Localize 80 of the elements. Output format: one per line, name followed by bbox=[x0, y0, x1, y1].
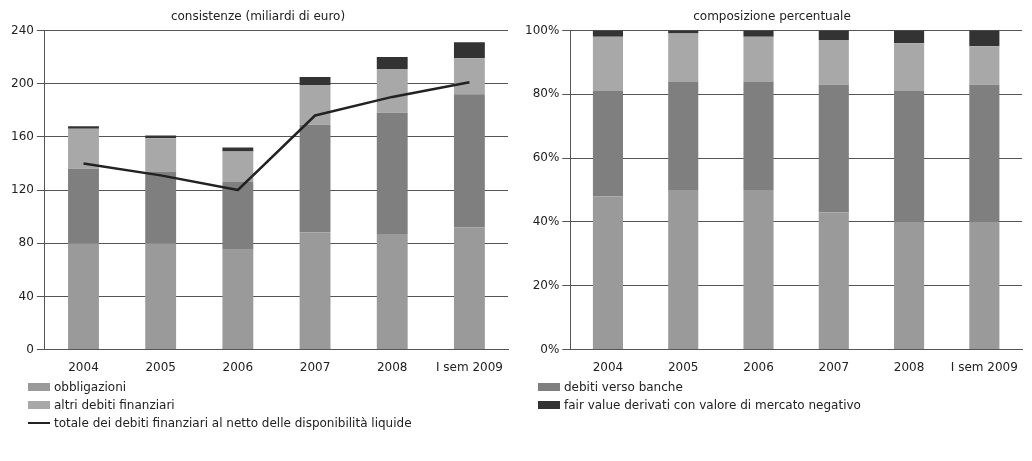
bar bbox=[68, 168, 99, 244]
bar bbox=[222, 249, 254, 350]
legend-label: obbligazioni bbox=[54, 380, 127, 394]
bar bbox=[743, 36, 774, 82]
y-tick-label: 40% bbox=[532, 214, 560, 229]
y-tick-label: 0% bbox=[540, 341, 560, 356]
bar bbox=[222, 147, 254, 152]
bar bbox=[894, 91, 925, 222]
bar bbox=[376, 233, 408, 350]
x-tick-label: 2007 bbox=[818, 359, 850, 374]
y-tick-label: 160 bbox=[11, 128, 34, 143]
x-tick-label: 2007 bbox=[299, 359, 331, 374]
bar bbox=[145, 138, 177, 172]
x-tick-label: 2005 bbox=[145, 359, 176, 374]
bar bbox=[743, 81, 774, 190]
bar bbox=[668, 81, 699, 190]
y-tick-label: 60% bbox=[532, 150, 560, 165]
bar bbox=[743, 30, 774, 37]
y-tick-label: 40 bbox=[18, 288, 34, 303]
x-tick-label: 2006 bbox=[222, 359, 254, 374]
chart-title: composizione percentuale bbox=[693, 9, 851, 24]
bar bbox=[68, 128, 99, 169]
x-tick-label: 2004 bbox=[68, 359, 99, 374]
x-tick-label: 2005 bbox=[667, 359, 699, 374]
bar bbox=[376, 68, 408, 113]
bar bbox=[969, 84, 1000, 222]
bar bbox=[68, 126, 99, 129]
x-tick-label: 2008 bbox=[893, 359, 925, 374]
bar bbox=[453, 58, 485, 95]
bar bbox=[453, 42, 485, 59]
bar bbox=[299, 84, 331, 125]
legend-label: totale dei debiti finanziari al netto delle disponibilità liquide bbox=[54, 416, 412, 430]
bar bbox=[969, 221, 1000, 350]
x-tick-label: 2008 bbox=[376, 359, 408, 374]
bar bbox=[453, 227, 485, 350]
x-tick-label: I sem 2009 bbox=[950, 359, 1018, 374]
legend-label: altri debiti finanziari bbox=[54, 398, 175, 412]
bar bbox=[894, 221, 925, 350]
bar bbox=[145, 171, 177, 244]
y-tick-label: 200 bbox=[11, 75, 34, 90]
bar bbox=[969, 46, 1000, 85]
bar bbox=[222, 151, 254, 183]
x-tick-label: 2006 bbox=[743, 359, 774, 374]
bar bbox=[818, 84, 849, 213]
bar bbox=[222, 182, 254, 250]
bar bbox=[818, 39, 849, 85]
bar bbox=[592, 196, 623, 350]
x-tick-label: 2004 bbox=[592, 359, 624, 374]
bar bbox=[668, 33, 699, 82]
y-tick-label: 100% bbox=[524, 22, 560, 37]
bar bbox=[299, 124, 331, 233]
chart-title: consistenze (miliardi di euro) bbox=[170, 9, 346, 24]
bar bbox=[592, 36, 623, 92]
bar bbox=[68, 243, 99, 350]
bar bbox=[743, 190, 774, 350]
bar bbox=[145, 135, 177, 139]
bar bbox=[453, 94, 485, 228]
bar bbox=[145, 243, 177, 350]
bar bbox=[299, 232, 331, 350]
bar bbox=[894, 43, 925, 92]
bar bbox=[376, 57, 408, 69]
bar bbox=[818, 212, 849, 350]
y-tick-label: 80% bbox=[532, 86, 560, 101]
bar bbox=[818, 30, 849, 40]
legend-label: fair value derivati con valore di mercato negativo bbox=[564, 398, 861, 412]
y-tick-label: 80 bbox=[18, 235, 34, 250]
bar bbox=[668, 190, 699, 350]
bar bbox=[894, 30, 925, 44]
bar bbox=[592, 91, 623, 197]
y-tick-label: 0 bbox=[26, 341, 34, 356]
y-tick-label: 240 bbox=[11, 22, 34, 37]
bar bbox=[668, 30, 699, 34]
x-tick-label: I sem 2009 bbox=[435, 359, 503, 374]
legend-label: debiti verso banche bbox=[564, 380, 683, 394]
bar bbox=[299, 76, 331, 85]
y-tick-label: 20% bbox=[532, 277, 560, 292]
bar bbox=[376, 112, 408, 234]
y-tick-label: 120 bbox=[11, 182, 34, 197]
bar bbox=[592, 30, 623, 37]
bar bbox=[969, 30, 1000, 47]
